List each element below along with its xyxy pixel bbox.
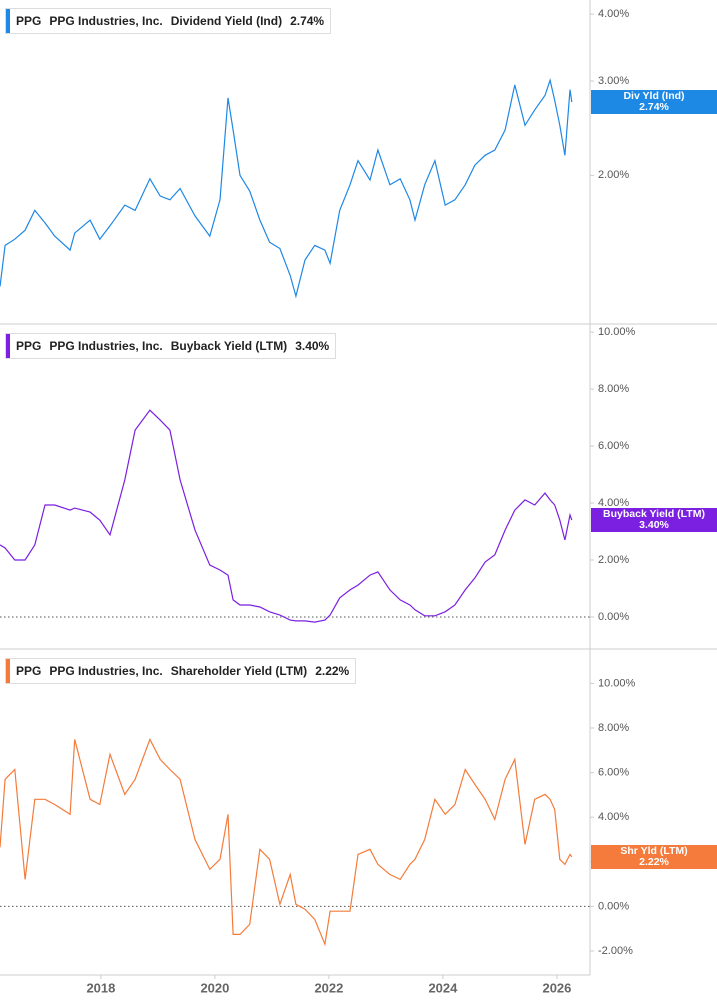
ticker: PPG [16, 664, 42, 678]
y-tick-label: 3.00% [598, 75, 629, 87]
series-line [0, 77, 573, 299]
ticker: PPG [16, 339, 42, 353]
legend-color [6, 334, 10, 358]
y-tick-label: 4.00% [598, 497, 629, 509]
x-tick-label: 2020 [200, 980, 229, 995]
y-tick-label: 10.00% [598, 326, 636, 338]
x-tick-label: 2024 [428, 980, 458, 995]
x-tick-label: 2018 [86, 980, 115, 995]
metric-name: Buyback Yield (LTM) [170, 339, 288, 353]
badge-name: Shr Yld (LTM) [620, 844, 688, 857]
legend-color [6, 9, 10, 33]
value-badge: Div Yld (Ind) 2.74% [591, 90, 717, 115]
badge-name: Div Yld (Ind) [623, 90, 685, 103]
legend-header: PPG PPG Industries, Inc. Shareholder Yield… [5, 658, 357, 684]
y-tick-label: -2.00% [598, 945, 633, 957]
ticker: PPG [16, 14, 42, 28]
legend-header: PPG PPG Industries, Inc. Buyback Yield (LT… [5, 333, 337, 359]
metric-name: Dividend Yield (Ind) [170, 14, 283, 28]
y-tick-label: 4.00% [598, 811, 629, 823]
value-badge: Shr Yld (LTM) 2.22% [591, 844, 717, 869]
series-line [0, 409, 573, 623]
legend-header: PPG PPG Industries, Inc. Dividend Yield (I… [5, 8, 332, 34]
y-tick-label: 8.00% [598, 383, 629, 395]
badge-value: 2.22% [639, 855, 669, 868]
value-badge: Buyback Yield (LTM) 3.40% [591, 508, 717, 533]
y-tick-label: 0.00% [598, 611, 629, 623]
y-tick-label: 6.00% [598, 767, 629, 779]
x-tick-label: 2022 [314, 980, 343, 995]
legend-color [6, 659, 10, 683]
badge-value: 2.74% [639, 101, 669, 114]
y-tick-label: 4.00% [598, 8, 629, 20]
y-tick-label: 0.00% [598, 900, 629, 912]
header-value: 2.74% [290, 14, 325, 28]
company-name: PPG Industries, Inc. [49, 14, 163, 28]
series-line [0, 737, 573, 947]
company-name: PPG Industries, Inc. [49, 339, 163, 353]
company-name: PPG Industries, Inc. [49, 664, 163, 678]
y-tick-label: 2.00% [598, 554, 629, 566]
badge-value: 3.40% [639, 519, 669, 532]
y-tick-label: 8.00% [598, 722, 629, 734]
header-value: 2.22% [315, 664, 350, 678]
x-tick-label: 2026 [542, 980, 571, 995]
y-tick-label: 10.00% [598, 677, 636, 689]
badge-name: Buyback Yield (LTM) [603, 508, 705, 521]
header-value: 3.40% [295, 339, 330, 353]
y-tick-label: 2.00% [598, 169, 629, 181]
metric-name: Shareholder Yield (LTM) [170, 664, 308, 678]
y-tick-label: 6.00% [598, 440, 629, 452]
